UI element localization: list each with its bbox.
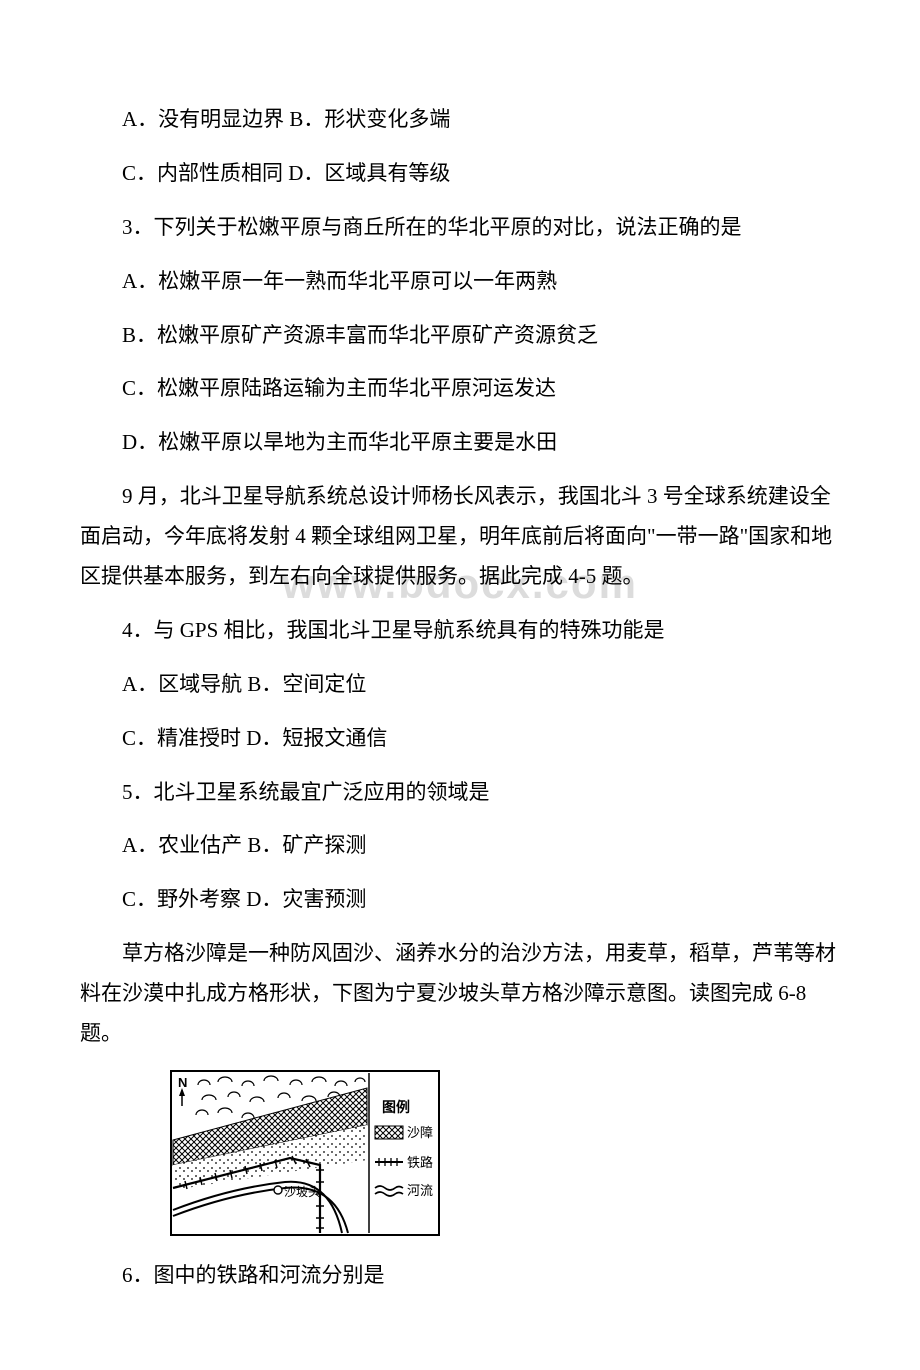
passage-4-5: 9 月，北斗卫星导航系统总设计师杨长风表示，我国北斗 3 号全球系统建设全面启动… [80, 477, 840, 597]
q5-option-b: B．矿产探测 [247, 833, 366, 857]
q2-option-b: B．形状变化多端 [289, 107, 450, 131]
q3-option-a: A．松嫩平原一年一熟而华北平原可以一年两熟 [80, 262, 840, 302]
q4-stem: 4．与 GPS 相比，我国北斗卫星导航系统具有的特殊功能是 [80, 611, 840, 651]
passage-6-8: 草方格沙障是一种防风固沙、涵养水分的治沙方法，用麦草，稻草，芦苇等材料在沙漠中扎… [80, 934, 840, 1054]
svg-text:沙障: 沙障 [407, 1125, 433, 1140]
q4-options-line2: C．精准授时 D．短报文通信 [80, 719, 840, 759]
q5-options-line1: A．农业估产 B．矿产探测 [80, 826, 840, 866]
q3-stem: 3．下列关于松嫩平原与商丘所在的华北平原的对比，说法正确的是 [80, 208, 840, 248]
q4-options-line1: A．区域导航 B．空间定位 [80, 665, 840, 705]
svg-text:N: N [178, 1075, 187, 1090]
q3-option-b: B．松嫩平原矿产资源丰富而华北平原矿产资源贫乏 [80, 316, 840, 356]
q6-stem: 6．图中的铁路和河流分别是 [80, 1256, 840, 1296]
svg-text:图例: 图例 [382, 1099, 410, 1116]
q2-options-line1: A．没有明显边界 B．形状变化多端 [80, 100, 840, 140]
q5-option-c: C．野外考察 [122, 887, 241, 911]
q5-option-d: D．灾害预测 [246, 887, 366, 911]
q2-option-d: D．区域具有等级 [288, 161, 450, 185]
document-content: A．没有明显边界 B．形状变化多端 C．内部性质相同 D．区域具有等级 3．下列… [80, 100, 840, 1296]
q2-options-line2: C．内部性质相同 D．区域具有等级 [80, 154, 840, 194]
map-figure: 沙坡头 N 图例 沙障 铁路 [170, 1070, 840, 1236]
q5-options-line2: C．野外考察 D．灾害预测 [80, 880, 840, 920]
svg-text:河流: 河流 [407, 1183, 433, 1198]
q2-option-c: C．内部性质相同 [122, 161, 283, 185]
q4-option-d: D．短报文通信 [246, 726, 387, 750]
q5-option-a: A．农业估产 [122, 833, 242, 857]
q2-option-a: A．没有明显边界 [122, 107, 284, 131]
map-svg: 沙坡头 N 图例 沙障 铁路 [170, 1070, 440, 1236]
q4-option-b: B．空间定位 [247, 672, 366, 696]
svg-text:铁路: 铁路 [407, 1155, 433, 1170]
q4-option-c: C．精准授时 [122, 726, 241, 750]
q5-stem: 5．北斗卫星系统最宜广泛应用的领域是 [80, 773, 840, 813]
q3-option-d: D．松嫩平原以旱地为主而华北平原主要是水田 [80, 423, 840, 463]
q4-option-a: A．区域导航 [122, 672, 242, 696]
q3-option-c: C．松嫩平原陆路运输为主而华北平原河运发达 [80, 369, 840, 409]
place-label: 沙坡头 [284, 1185, 320, 1199]
